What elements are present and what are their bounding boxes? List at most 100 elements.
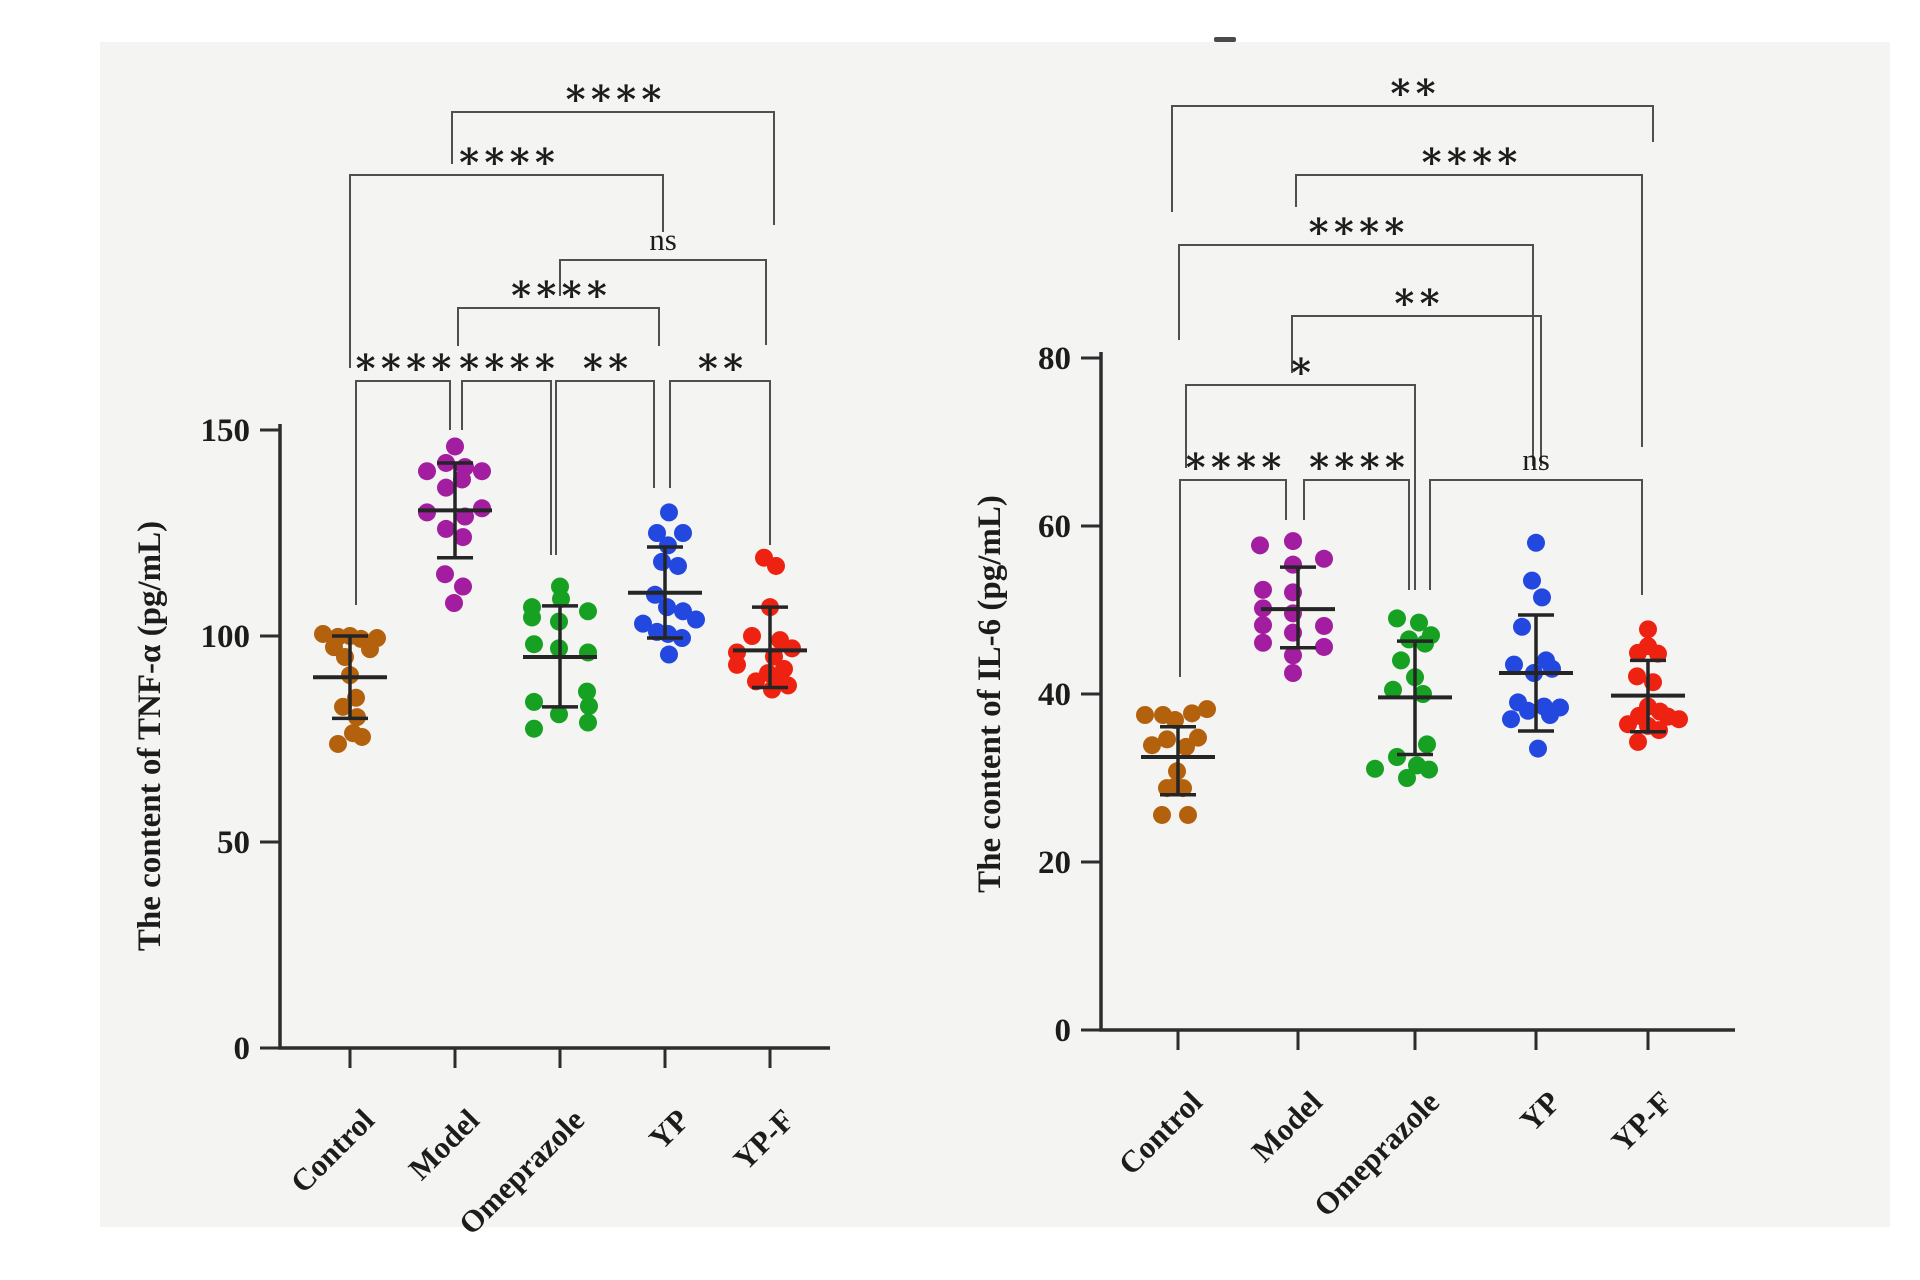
data-point [783, 639, 801, 658]
data-point [763, 680, 781, 699]
data-point [525, 719, 543, 738]
data-point [1251, 536, 1269, 555]
data-point [523, 608, 541, 627]
data-point [1153, 805, 1171, 824]
data-point [437, 478, 455, 497]
data-point [525, 635, 543, 654]
y-tick-label: 50 [217, 825, 250, 861]
significance-label: ∗∗∗∗ [562, 72, 663, 114]
data-point [1254, 633, 1272, 652]
group-model [1251, 532, 1333, 682]
significance-bracket [355, 380, 451, 605]
error-bar-omeprazole [1378, 639, 1452, 757]
data-point [1315, 616, 1333, 635]
significance-bracket [1185, 384, 1416, 590]
data-point [1529, 739, 1547, 758]
data-point [1418, 735, 1436, 754]
data-point [669, 556, 687, 575]
data-point [1649, 644, 1667, 663]
data-point [1179, 805, 1197, 824]
y-tick-label: 150 [201, 413, 251, 449]
data-point [1523, 571, 1541, 590]
y-tick-label: 20 [1038, 845, 1071, 881]
x-category-label: Model [402, 1102, 487, 1187]
data-point [1388, 609, 1406, 628]
data-point [579, 713, 597, 732]
error-bar-control [1141, 725, 1215, 797]
data-point [361, 640, 379, 659]
error-bar-model [1261, 565, 1335, 650]
data-point [1398, 769, 1416, 787]
significance-bracket [461, 380, 552, 555]
significance-bracket [559, 259, 767, 345]
data-point [1136, 706, 1154, 724]
data-point [1384, 680, 1402, 699]
error-bar-yp [1499, 613, 1573, 733]
y-tick-label: 80 [1038, 341, 1071, 377]
data-point [418, 462, 436, 481]
significance-label: ∗∗ [1391, 276, 1442, 318]
data-point [453, 470, 471, 489]
data-point [1284, 532, 1302, 551]
data-point [648, 524, 666, 542]
data-point [743, 627, 761, 645]
data-point [454, 528, 472, 547]
data-point [473, 462, 491, 481]
data-point [1639, 620, 1657, 639]
data-point [552, 589, 570, 608]
significance-bracket [669, 380, 771, 545]
data-point [660, 645, 678, 664]
error-bar-yp [628, 545, 702, 640]
data-point [779, 676, 797, 695]
x-category-label: Control [284, 1102, 382, 1200]
data-point [674, 524, 692, 542]
data-point [687, 610, 705, 629]
significance-label: ∗∗∗∗ [508, 268, 609, 310]
data-point [1519, 701, 1537, 720]
y-tick-label: 60 [1038, 509, 1071, 545]
significance-label: ∗∗ [1387, 66, 1438, 108]
data-point [1388, 748, 1406, 766]
data-point [334, 697, 352, 716]
significance-bracket [1171, 105, 1654, 212]
error-bar-yp-f [733, 605, 807, 690]
data-point [1619, 715, 1637, 734]
data-point [1527, 533, 1545, 552]
data-point [436, 565, 454, 584]
group-yp-f [728, 548, 801, 699]
data-point [658, 598, 676, 617]
y-tick-label: 0 [1055, 1013, 1072, 1049]
data-point [579, 602, 597, 621]
data-point [1628, 667, 1646, 686]
x-category-label: YP [642, 1102, 696, 1156]
error-bar-control [313, 634, 387, 721]
data-point [1254, 616, 1272, 635]
data-point [1629, 732, 1647, 751]
data-point [1420, 760, 1438, 779]
data-point [728, 655, 746, 674]
significance-bracket [1291, 315, 1542, 466]
data-point [445, 594, 463, 613]
data-point [329, 734, 347, 753]
significance-label: ∗∗∗∗ [1418, 135, 1519, 177]
x-category-label: YP-F [726, 1102, 801, 1177]
significance-label: ∗ [1288, 345, 1313, 387]
data-point [1315, 637, 1333, 656]
data-point [1284, 664, 1302, 682]
y-axis-title: The content of IL-6 (pg/mL) [972, 495, 1008, 893]
significance-bracket [1429, 479, 1643, 595]
significance-bracket [555, 380, 655, 555]
data-point [646, 585, 664, 604]
significance-label: ∗∗∗∗ [352, 341, 453, 383]
data-point [314, 624, 332, 643]
significance-bracket [1295, 174, 1643, 447]
stray-mark-artifact [1214, 37, 1236, 42]
significance-label: ∗∗ [695, 341, 746, 383]
data-point [1410, 613, 1428, 632]
data-point [1670, 710, 1688, 729]
y-tick-label: 40 [1038, 677, 1071, 713]
